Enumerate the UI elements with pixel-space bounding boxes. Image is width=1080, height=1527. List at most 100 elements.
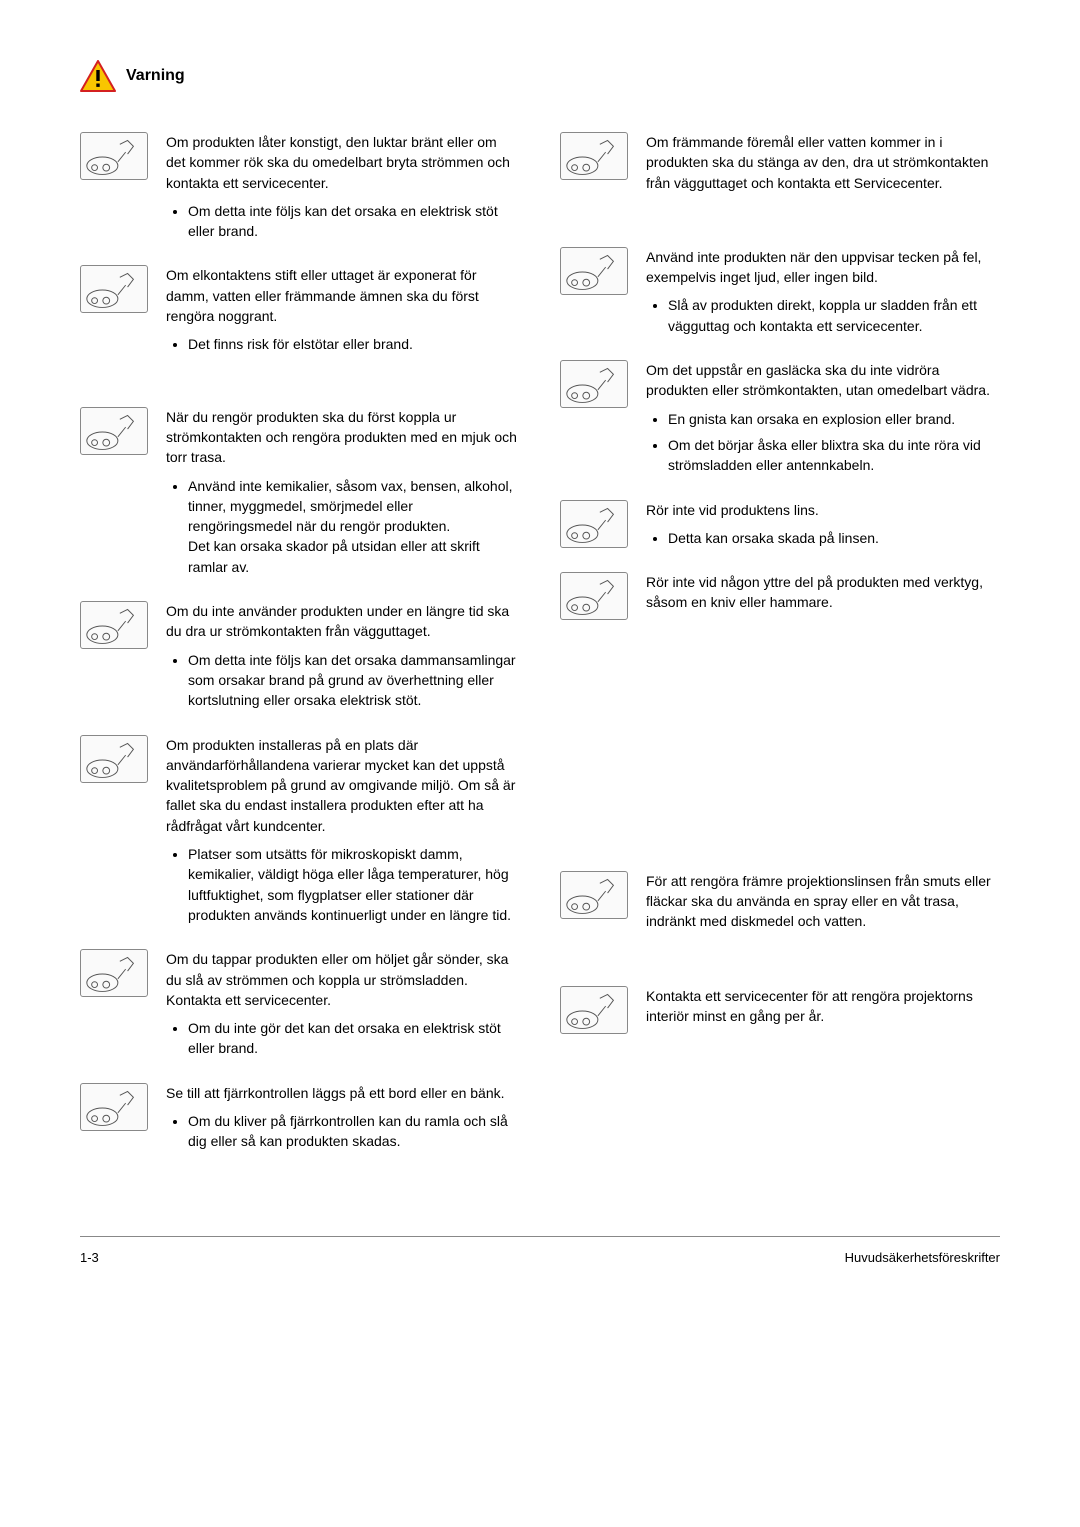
instruction-item: Om du tappar produkten eller om höljet g…	[80, 949, 520, 1064]
instruction-bullet: En gnista kan orsaka en explosion eller …	[668, 409, 1000, 429]
content-columns: Om produkten låter konstigt, den luktar …	[80, 132, 1000, 1176]
illustration-icon	[80, 407, 148, 455]
instruction-text: Om du inte använder produkten under en l…	[166, 601, 520, 642]
instruction-body: Om det uppstår en gasläcka ska du inte v…	[646, 360, 1000, 481]
instruction-bullet: Om detta inte följs kan det orsaka damma…	[188, 650, 520, 711]
instruction-bullets: En gnista kan orsaka en explosion eller …	[646, 409, 1000, 476]
right-column: Om främmande föremål eller vatten kommer…	[560, 132, 1000, 1176]
instruction-body: Om främmande föremål eller vatten kommer…	[646, 132, 1000, 201]
instruction-body: Om du tappar produkten eller om höljet g…	[166, 949, 520, 1064]
instruction-text: Använd inte produkten när den uppvisar t…	[646, 247, 1000, 288]
instruction-bullets: Om du kliver på fjärrkontrollen kan du r…	[166, 1111, 520, 1152]
instruction-icon	[560, 132, 630, 201]
instruction-body: Se till att fjärrkontrollen läggs på ett…	[166, 1083, 520, 1158]
instruction-icon	[80, 132, 150, 247]
instruction-bullets: Om detta inte följs kan det orsaka damma…	[166, 650, 520, 711]
instruction-body: För att rengöra främre projektionslinsen…	[646, 871, 1000, 940]
instruction-body: Om elkontaktens stift eller uttaget är e…	[166, 265, 520, 360]
instruction-item: Om du inte använder produkten under en l…	[80, 601, 520, 716]
instruction-bullet: Om det börjar åska eller blixtra ska du …	[668, 435, 1000, 476]
instruction-text: Rör inte vid produktens lins.	[646, 500, 1000, 520]
instruction-bullets: Det finns risk för elstötar eller brand.	[166, 334, 520, 354]
instruction-item: Om produkten installeras på en plats där…	[80, 735, 520, 932]
instruction-icon	[560, 871, 630, 940]
instruction-icon	[80, 601, 150, 716]
instruction-body: Rör inte vid produktens lins. Detta kan o…	[646, 500, 1000, 555]
instruction-body: Om du inte använder produkten under en l…	[166, 601, 520, 716]
section-title: Huvudsäkerhetsföreskrifter	[845, 1249, 1000, 1268]
instruction-text: Om du tappar produkten eller om höljet g…	[166, 949, 520, 1010]
instruction-body: Rör inte vid någon yttre del på produkte…	[646, 572, 1000, 621]
warning-triangle-icon	[80, 60, 116, 92]
instruction-bullets: Om detta inte följs kan det orsaka en el…	[166, 201, 520, 242]
instruction-bullets: Detta kan orsaka skada på linsen.	[646, 528, 1000, 548]
illustration-icon	[80, 132, 148, 180]
instruction-item: Kontakta ett servicecenter för att rengö…	[560, 986, 1000, 1035]
instruction-icon	[80, 735, 150, 932]
instruction-text: Om elkontaktens stift eller uttaget är e…	[166, 265, 520, 326]
illustration-icon	[560, 871, 628, 919]
instruction-item: Se till att fjärrkontrollen läggs på ett…	[80, 1083, 520, 1158]
instruction-bullets: Om du inte gör det kan det orsaka en ele…	[166, 1018, 520, 1059]
instruction-icon	[80, 407, 150, 583]
instruction-text: Om främmande föremål eller vatten kommer…	[646, 132, 1000, 193]
instruction-icon	[80, 949, 150, 1064]
page-footer: 1-3 Huvudsäkerhetsföreskrifter	[80, 1236, 1000, 1268]
page-number: 1-3	[80, 1249, 99, 1268]
instruction-icon	[560, 572, 630, 621]
instruction-item: När du rengör produkten ska du först kop…	[80, 407, 520, 583]
illustration-icon	[80, 601, 148, 649]
illustration-icon	[560, 132, 628, 180]
instruction-item: För att rengöra främre projektionslinsen…	[560, 871, 1000, 940]
instruction-item: Använd inte produkten när den uppvisar t…	[560, 247, 1000, 342]
instruction-item: Rör inte vid produktens lins. Detta kan o…	[560, 500, 1000, 555]
instruction-text: Om produkten installeras på en plats där…	[166, 735, 520, 836]
instruction-bullet: Om detta inte följs kan det orsaka en el…	[188, 201, 520, 242]
instruction-bullets: Använd inte kemikalier, såsom vax, bense…	[166, 476, 520, 577]
instruction-text: För att rengöra främre projektionslinsen…	[646, 871, 1000, 932]
instruction-text: Om produkten låter konstigt, den luktar …	[166, 132, 520, 193]
instruction-item: Om produkten låter konstigt, den luktar …	[80, 132, 520, 247]
instruction-text: Om det uppstår en gasläcka ska du inte v…	[646, 360, 1000, 401]
instruction-body: Kontakta ett servicecenter för att rengö…	[646, 986, 1000, 1035]
illustration-icon	[560, 500, 628, 548]
instruction-text: Rör inte vid någon yttre del på produkte…	[646, 572, 1000, 613]
instruction-bullet: Platser som utsätts för mikroskopiskt da…	[188, 844, 520, 925]
illustration-icon	[80, 1083, 148, 1131]
instruction-bullet: Slå av produkten direkt, koppla ur sladd…	[668, 295, 1000, 336]
instruction-bullet: Om du kliver på fjärrkontrollen kan du r…	[188, 1111, 520, 1152]
instruction-item: Rör inte vid någon yttre del på produkte…	[560, 572, 1000, 621]
instruction-bullet: Använd inte kemikalier, såsom vax, bense…	[188, 476, 520, 577]
instruction-text: Kontakta ett servicecenter för att rengö…	[646, 986, 1000, 1027]
instruction-bullets: Slå av produkten direkt, koppla ur sladd…	[646, 295, 1000, 336]
instruction-text: Se till att fjärrkontrollen läggs på ett…	[166, 1083, 520, 1103]
instruction-body: När du rengör produkten ska du först kop…	[166, 407, 520, 583]
instruction-item: Om elkontaktens stift eller uttaget är e…	[80, 265, 520, 360]
instruction-item: Om främmande föremål eller vatten kommer…	[560, 132, 1000, 201]
instruction-icon	[560, 986, 630, 1035]
instruction-body: Om produkten installeras på en plats där…	[166, 735, 520, 932]
warning-label: Varning	[126, 64, 185, 87]
illustration-icon	[80, 949, 148, 997]
instruction-item: Om det uppstår en gasläcka ska du inte v…	[560, 360, 1000, 481]
illustration-icon	[80, 735, 148, 783]
instruction-bullet: Detta kan orsaka skada på linsen.	[668, 528, 1000, 548]
instruction-text: När du rengör produkten ska du först kop…	[166, 407, 520, 468]
instruction-body: Om produkten låter konstigt, den luktar …	[166, 132, 520, 247]
instruction-bullet: Det finns risk för elstötar eller brand.	[188, 334, 520, 354]
warning-header: Varning	[80, 60, 1000, 92]
instruction-body: Använd inte produkten när den uppvisar t…	[646, 247, 1000, 342]
instruction-icon	[560, 500, 630, 555]
instruction-icon	[560, 247, 630, 342]
instruction-icon	[560, 360, 630, 481]
left-column: Om produkten låter konstigt, den luktar …	[80, 132, 520, 1176]
illustration-icon	[560, 360, 628, 408]
instruction-bullets: Platser som utsätts för mikroskopiskt da…	[166, 844, 520, 925]
illustration-icon	[560, 986, 628, 1034]
instruction-icon	[80, 1083, 150, 1158]
instruction-bullet: Om du inte gör det kan det orsaka en ele…	[188, 1018, 520, 1059]
illustration-icon	[80, 265, 148, 313]
instruction-icon	[80, 265, 150, 360]
illustration-icon	[560, 572, 628, 620]
illustration-icon	[560, 247, 628, 295]
